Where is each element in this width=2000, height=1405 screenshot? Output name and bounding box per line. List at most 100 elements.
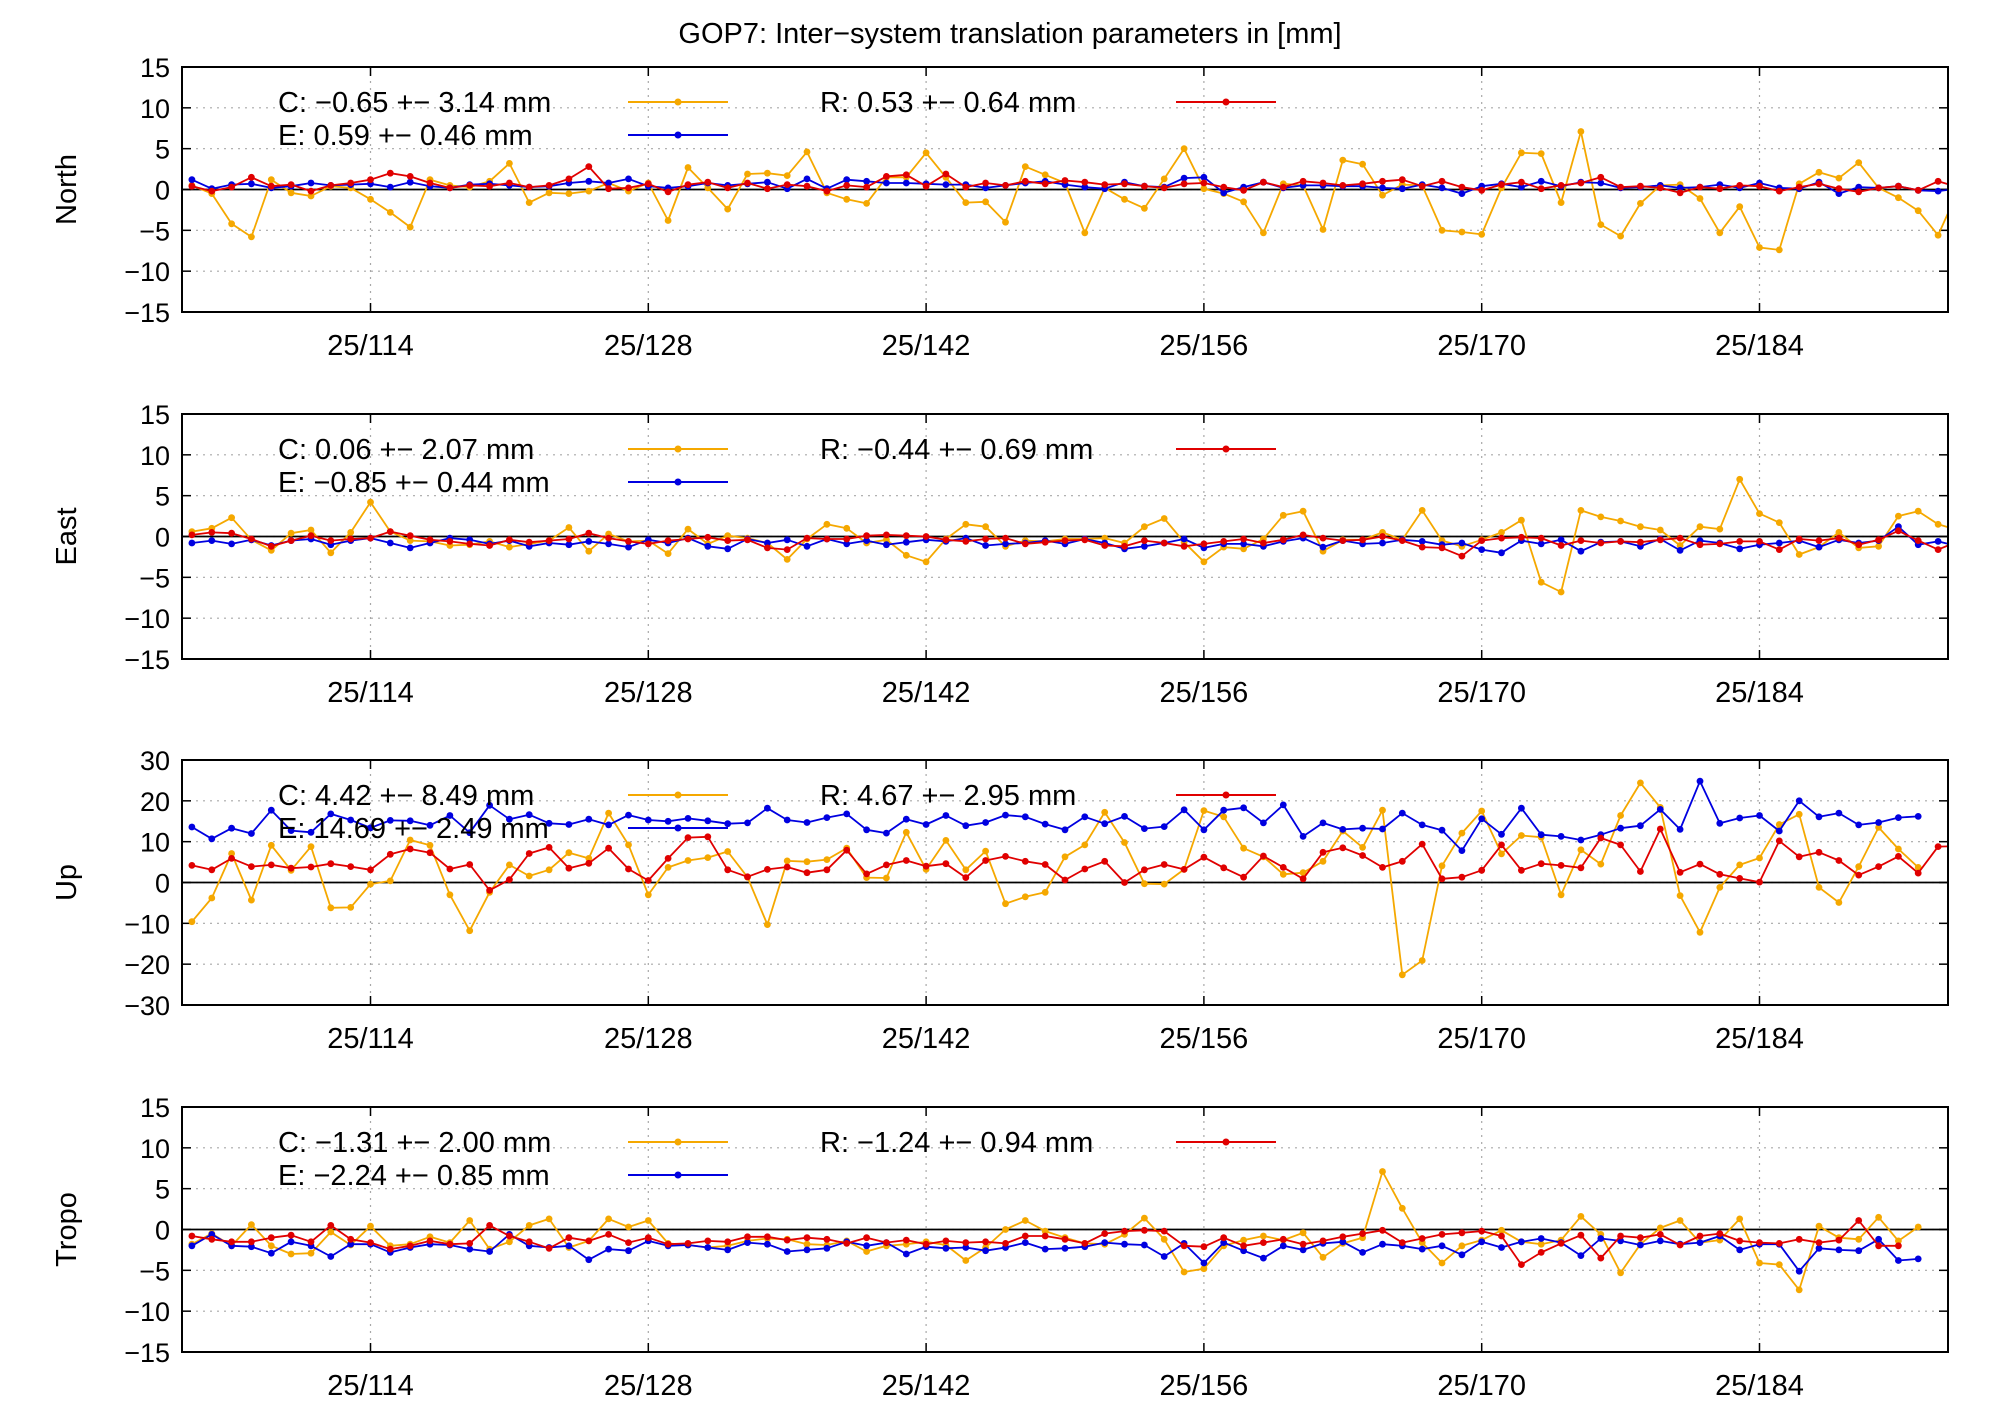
- data-point-c: [1994, 188, 2000, 195]
- data-point-r: [1796, 853, 1803, 860]
- data-point-r: [943, 860, 950, 867]
- data-point-r: [1280, 536, 1287, 543]
- data-point-r: [288, 1232, 295, 1239]
- data-point-e: [189, 540, 196, 547]
- data-point-c: [1836, 175, 1843, 182]
- data-point-c: [1558, 891, 1565, 898]
- data-point-e: [804, 543, 811, 550]
- y-tick-label: 0: [155, 869, 170, 899]
- data-point-c: [1459, 1242, 1466, 1249]
- data-point-c: [685, 164, 692, 171]
- data-point-e: [764, 805, 771, 812]
- data-point-r: [1201, 541, 1208, 548]
- data-point-r: [1518, 179, 1525, 186]
- data-point-c: [1320, 858, 1327, 865]
- data-point-r: [1855, 1217, 1862, 1224]
- data-point-e: [744, 1239, 751, 1246]
- data-point-c: [1974, 189, 1981, 196]
- data-point-r: [1022, 1233, 1029, 1240]
- data-point-r: [1439, 875, 1446, 882]
- data-point-e: [288, 1238, 295, 1245]
- data-point-c: [1459, 830, 1466, 837]
- data-point-r: [1379, 178, 1386, 185]
- data-point-r: [1895, 527, 1902, 534]
- data-point-e: [1240, 804, 1247, 811]
- data-point-c: [327, 904, 334, 911]
- data-point-e: [764, 1241, 771, 1248]
- data-point-r: [1578, 864, 1585, 871]
- data-point-r: [665, 537, 672, 544]
- data-point-r: [288, 181, 295, 188]
- data-point-r: [347, 1236, 354, 1243]
- x-tick-label: 25/128: [604, 330, 693, 362]
- data-point-r: [804, 1234, 811, 1241]
- data-point-r: [625, 1239, 632, 1246]
- data-point-r: [704, 1238, 711, 1245]
- data-point-c: [1895, 194, 1902, 201]
- data-point-r: [605, 845, 612, 852]
- data-point-c: [764, 921, 771, 928]
- data-point-r: [1459, 184, 1466, 191]
- data-point-r: [1181, 543, 1188, 550]
- data-point-r: [1677, 535, 1684, 542]
- legend-label-c: C: −1.31 +− 2.00 mm: [278, 1127, 551, 1159]
- data-point-r: [466, 1240, 473, 1247]
- data-point-e: [1836, 810, 1843, 817]
- data-point-e: [268, 1250, 275, 1257]
- data-point-r: [1022, 541, 1029, 548]
- data-point-e: [1994, 539, 2000, 546]
- data-point-r: [1597, 540, 1604, 547]
- data-point-r: [1300, 1241, 1307, 1248]
- data-point-r: [1697, 1233, 1704, 1240]
- data-point-e: [585, 1256, 592, 1263]
- y-tick-label: 5: [155, 482, 170, 512]
- data-point-r: [427, 180, 434, 187]
- data-point-r: [1816, 1239, 1823, 1246]
- data-point-r: [1776, 1240, 1783, 1247]
- data-point-r: [1339, 182, 1346, 189]
- data-point-r: [1994, 540, 2000, 547]
- data-point-r: [308, 532, 315, 539]
- data-point-c: [546, 1216, 553, 1223]
- data-point-r: [506, 876, 513, 883]
- data-point-e: [1022, 813, 1029, 820]
- data-point-c: [1181, 1269, 1188, 1276]
- data-point-c: [506, 544, 513, 551]
- data-point-r: [1399, 1239, 1406, 1246]
- data-point-c: [1260, 229, 1267, 236]
- data-point-r: [268, 862, 275, 869]
- data-point-r: [248, 1238, 255, 1245]
- data-point-r: [347, 863, 354, 870]
- data-point-e: [903, 1251, 910, 1258]
- data-point-c: [1855, 863, 1862, 870]
- data-point-r: [843, 847, 850, 854]
- data-point-r: [1002, 1240, 1009, 1247]
- data-point-r: [228, 855, 235, 862]
- data-point-c: [228, 220, 235, 227]
- data-point-r: [288, 865, 295, 872]
- data-point-c: [1578, 507, 1585, 514]
- data-point-c: [1101, 809, 1108, 816]
- data-point-c: [1220, 813, 1227, 820]
- data-point-r: [268, 1234, 275, 1241]
- y-tick-label: 10: [140, 828, 170, 858]
- data-point-c: [1518, 832, 1525, 839]
- data-point-e: [585, 816, 592, 823]
- y-tick-label: 15: [140, 1093, 170, 1123]
- data-point-c: [1240, 845, 1247, 852]
- data-point-c: [1459, 229, 1466, 236]
- data-point-e: [943, 181, 950, 188]
- data-point-r: [208, 188, 215, 195]
- data-point-e: [1459, 1251, 1466, 1258]
- y-tick-label: −15: [124, 645, 170, 675]
- data-point-c: [824, 856, 831, 863]
- data-point-c: [526, 873, 533, 880]
- x-tick-label: 25/114: [327, 1023, 414, 1055]
- data-point-c: [1399, 971, 1406, 978]
- data-point-r: [1736, 1238, 1743, 1245]
- data-point-e: [228, 825, 235, 832]
- data-point-c: [1895, 846, 1902, 853]
- data-point-r: [1776, 188, 1783, 195]
- data-point-r: [962, 1239, 969, 1246]
